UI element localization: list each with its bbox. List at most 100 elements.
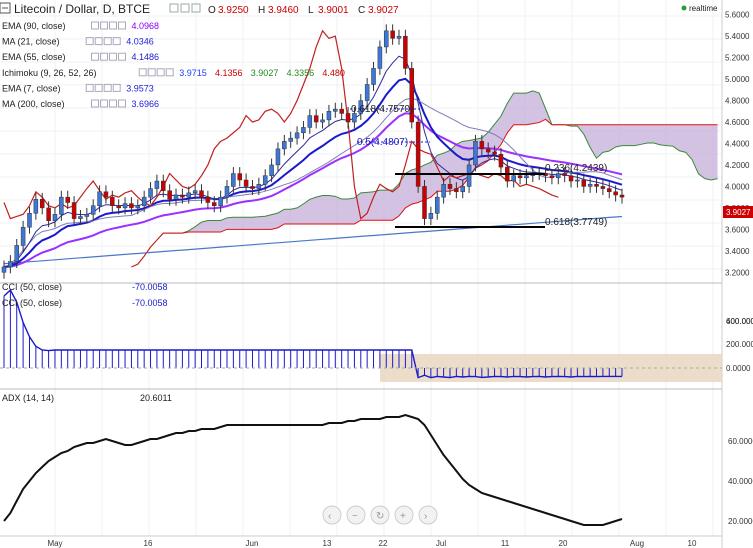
price-tick: 4.4000: [725, 140, 750, 149]
collapse-icon[interactable]: [0, 2, 11, 14]
candle: [97, 191, 102, 206]
candle: [205, 196, 211, 203]
adx-tick: 20.0000: [728, 517, 753, 526]
legend-control-icon[interactable]: [94, 83, 103, 92]
cci-legend[interactable]: CCI (50, close) -70.0058 CCI (50, close)…: [2, 282, 168, 308]
legend-control-icon[interactable]: [103, 83, 112, 92]
adx-pane[interactable]: [3, 413, 623, 526]
legend-control-icon[interactable]: [100, 52, 108, 61]
price-tick: 4.6000: [725, 118, 750, 127]
chart-navigation[interactable]: ‹ − ↻ + ›: [322, 505, 438, 525]
candle: [39, 199, 45, 209]
adx-axis[interactable]: 60.0000 40.0000 20.0000: [728, 437, 753, 526]
legend-control-icon[interactable]: [165, 68, 174, 77]
zoom-out-icon[interactable]: [346, 505, 366, 525]
time-tick: Aug: [630, 539, 644, 548]
price-tick: 5.2000: [725, 54, 750, 63]
cci-tick: 200.0000: [726, 340, 753, 349]
candle: [313, 115, 319, 123]
candle: [129, 203, 134, 209]
legend-control-icon[interactable]: [112, 37, 121, 46]
ohlc-value: 3.9001: [318, 5, 349, 16]
svg-text:−: −: [352, 511, 358, 522]
candle: [396, 35, 402, 39]
svg-text:+: +: [400, 511, 406, 522]
price-tick: 4.0000: [725, 182, 750, 191]
legend-control-icon[interactable]: [147, 68, 156, 77]
candle: [594, 184, 599, 187]
legend-control-icon[interactable]: [156, 68, 165, 77]
candle: [568, 175, 574, 182]
legend-control-icon[interactable]: [91, 21, 99, 30]
legend-control-icon[interactable]: [100, 21, 108, 30]
candle: [422, 186, 427, 219]
cci-tick: 0.0000: [726, 364, 751, 373]
candle: [575, 179, 580, 182]
candle: [71, 202, 77, 219]
candle: [78, 216, 83, 219]
indicator-legend[interactable]: EMA (90, close) 4.0968 MA (21, close) 4.034…: [2, 21, 345, 109]
legend-label: MA (21, close): [2, 37, 60, 47]
legend-control-icon[interactable]: [103, 37, 112, 46]
scroll-right-icon[interactable]: [418, 505, 438, 525]
cci-pane[interactable]: [0, 288, 722, 382]
legend-control-icon[interactable]: [118, 21, 126, 30]
price-axis[interactable]: 5.6000 5.4000 5.2000 5.0000 4.8000 4.6000 4.40…: [725, 11, 750, 278]
candle: [339, 108, 344, 114]
zoom-in-icon[interactable]: [394, 505, 414, 525]
candle: [562, 173, 567, 176]
adx-legend[interactable]: ADX (14, 14) 20.6011: [2, 393, 172, 403]
candle: [275, 148, 281, 166]
legend-control-icon[interactable]: [91, 99, 99, 108]
price-tick: 4.8000: [725, 97, 750, 106]
main-pane[interactable]: 0.618(4.7570) 0.5(4.4807) 0.236(4.2439) …: [1, 24, 718, 279]
fib-label-0618-high: 0.618(4.7570): [351, 104, 413, 115]
candle: [173, 194, 179, 200]
ohlc-value: 3.9027: [368, 5, 399, 16]
svg-text:‹: ‹: [328, 511, 331, 522]
legend-control-icon[interactable]: [109, 52, 117, 61]
cci-axis[interactable]: 600.0000400.0000 200.0000 0.0000: [726, 317, 753, 373]
candle: [326, 111, 332, 121]
reset-icon[interactable]: [370, 505, 390, 525]
legend-value: 4.1486: [132, 52, 160, 62]
candle: [1, 266, 7, 273]
time-tick: Jun: [246, 539, 259, 548]
legend-control-icon[interactable]: [85, 37, 94, 46]
legend-value: 3.9715: [179, 68, 207, 78]
chart-header: Litecoin / Dollar, D, BTCE O 3.9250 H 3.946…: [0, 2, 718, 16]
candle: [243, 179, 249, 187]
ema-7-line: [3, 55, 623, 268]
candle: [358, 100, 364, 114]
ohlc-key: C: [358, 5, 365, 16]
legend-control-icon[interactable]: [118, 52, 126, 61]
legend-control-icon[interactable]: [85, 83, 94, 92]
legend-control-icon[interactable]: [100, 99, 108, 108]
candle: [320, 119, 325, 123]
legend-value: 4.480: [322, 68, 345, 78]
legend-control-icon[interactable]: [91, 52, 99, 61]
legend-control-icon[interactable]: [109, 99, 117, 108]
adx-tick: 40.0000: [728, 477, 753, 486]
legend-control-icon[interactable]: [94, 37, 103, 46]
candle: [600, 186, 606, 189]
cci-histogram: [3, 290, 623, 378]
adx-value: 20.6011: [140, 393, 172, 403]
scroll-left-icon[interactable]: [322, 505, 342, 525]
time-tick: May: [47, 539, 62, 548]
time-axis[interactable]: May 16 Jun 13 22 Jul 11 20 Aug 10: [47, 539, 697, 548]
header-controls[interactable]: [169, 3, 201, 13]
legend-control-icon[interactable]: [112, 83, 121, 92]
price-tick: 5.6000: [725, 11, 750, 20]
ichimoku-cloud: [131, 90, 718, 267]
candle: [14, 245, 19, 262]
candle: [428, 213, 434, 219]
legend-control-icon[interactable]: [138, 68, 147, 77]
legend-control-icon[interactable]: [109, 21, 117, 30]
ohlc-value: 3.9250: [218, 5, 249, 16]
candle: [460, 186, 465, 193]
candle: [231, 173, 236, 187]
legend-label: EMA (55, close): [2, 52, 66, 62]
legend-control-icon[interactable]: [118, 99, 126, 108]
cci-value-2: -70.0058: [132, 298, 168, 308]
